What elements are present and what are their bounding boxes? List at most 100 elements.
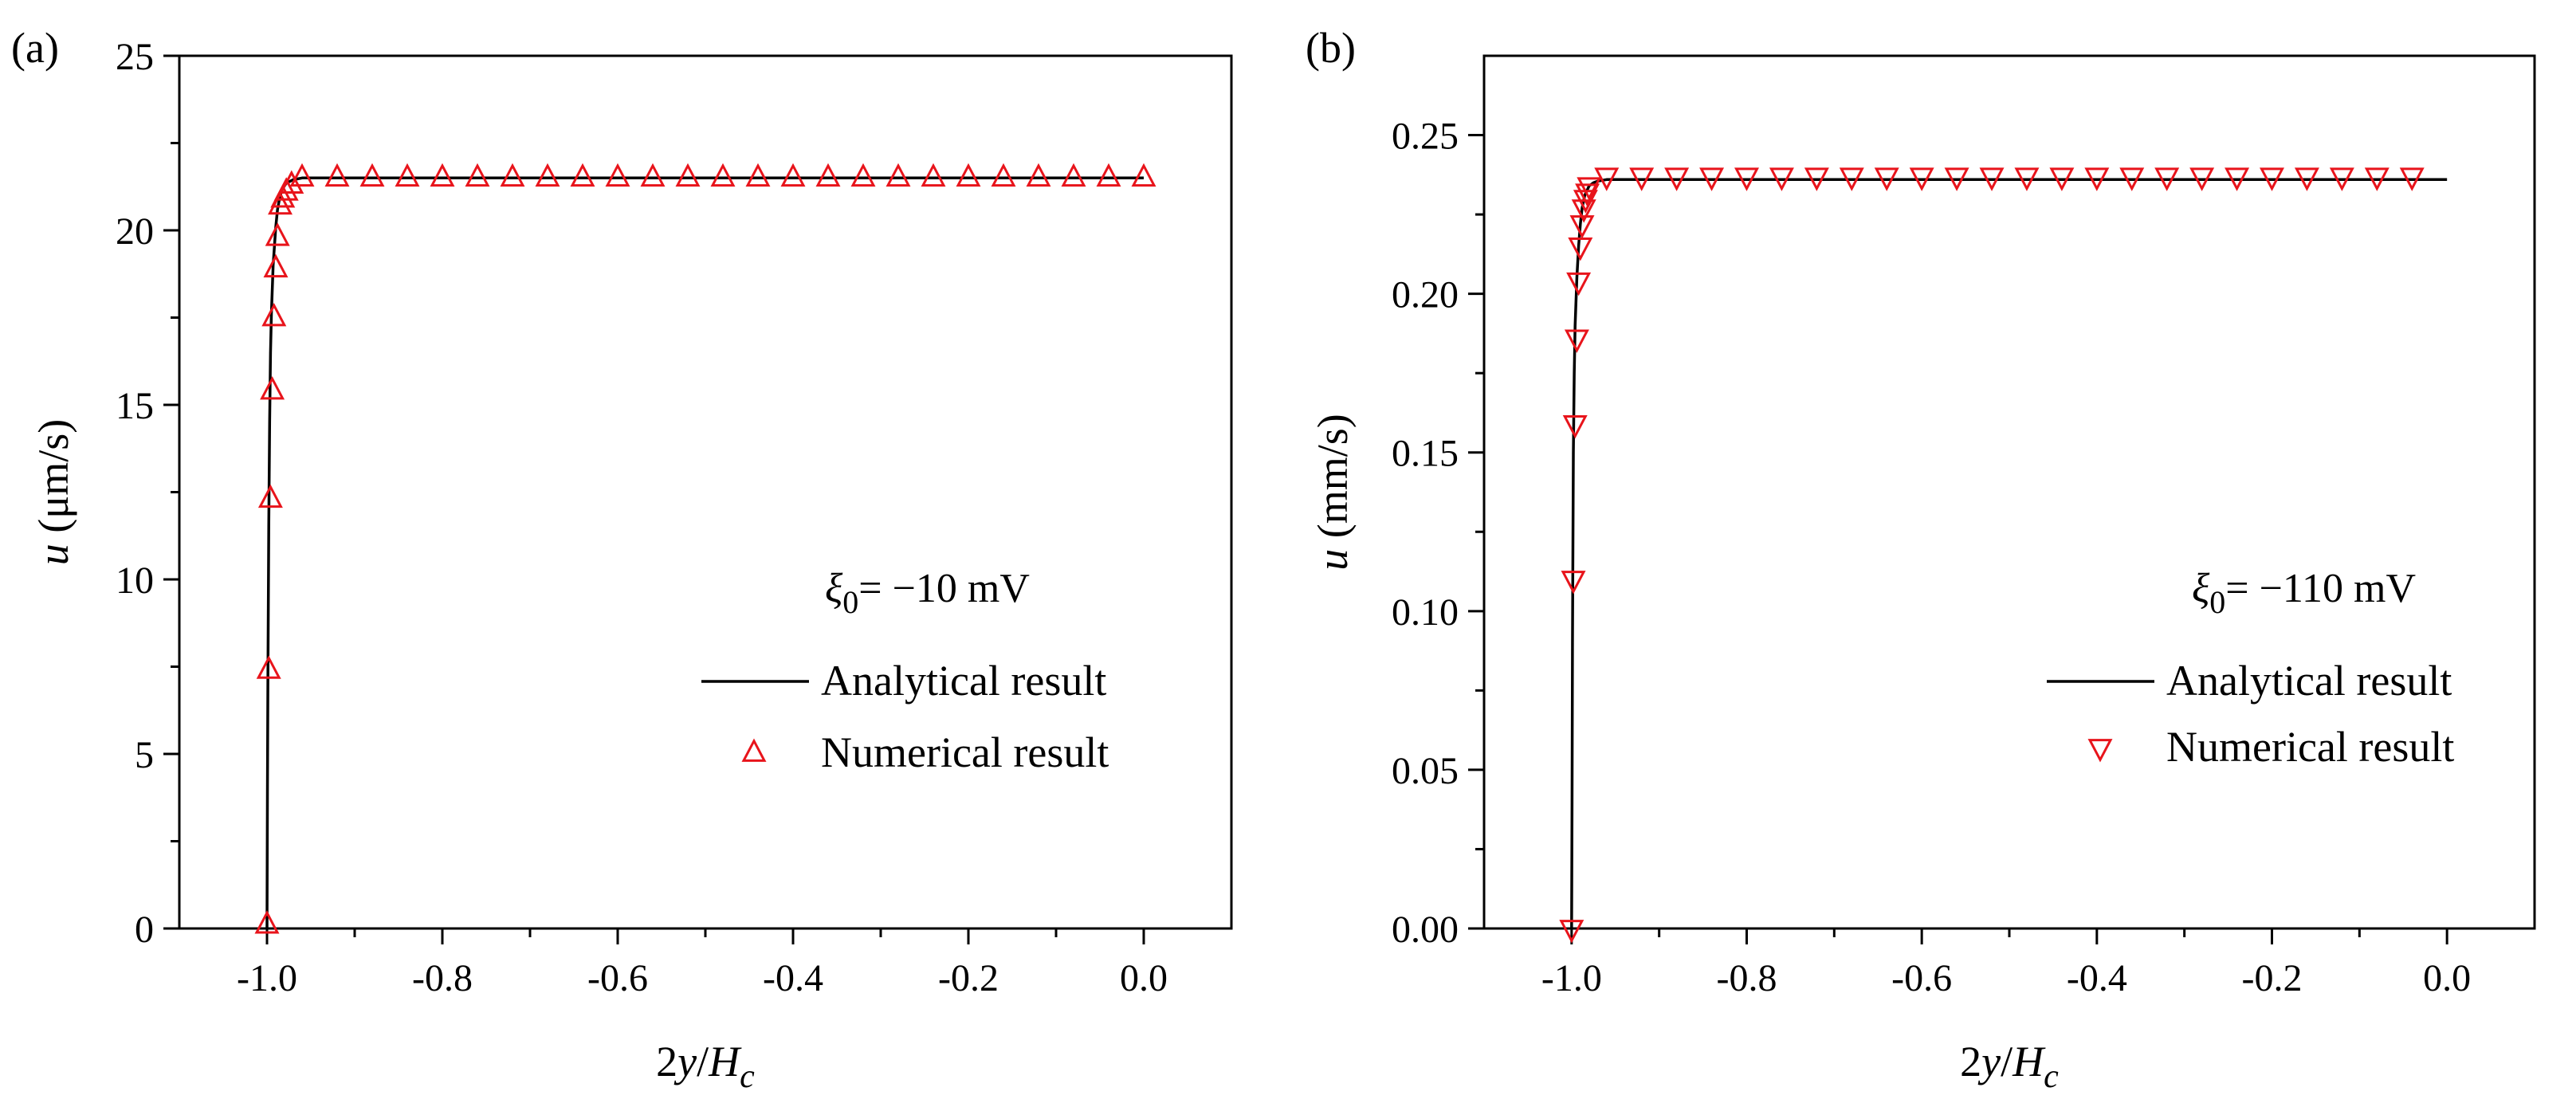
x-tick-label: -0.8 <box>412 957 473 999</box>
legend-label-analytical: Analytical result <box>2166 657 2452 705</box>
x-tick-label: -0.2 <box>938 957 999 999</box>
numerical-point <box>1839 167 1864 191</box>
numerical-point <box>430 163 455 187</box>
y-axis-title-unit: (μm/s) <box>29 419 77 544</box>
x-axis-title-part: y <box>673 1038 697 1085</box>
x-tick-label: -0.4 <box>763 957 823 999</box>
numerical-point <box>1571 199 1596 223</box>
x-tick-label: -1.0 <box>237 957 297 999</box>
y-tick-label: 15 <box>116 385 154 427</box>
x-tick-label: 0.0 <box>1120 957 1168 999</box>
y-axis-title-var: u <box>1309 549 1357 571</box>
legend-label-numerical: Numerical result <box>821 728 1109 776</box>
numerical-point <box>2189 167 2215 191</box>
y-tick-label: 0.15 <box>1392 433 1459 475</box>
numerical-point <box>1909 167 1934 191</box>
zeta-subscript: 0 <box>842 584 858 620</box>
numerical-point <box>395 163 420 187</box>
numerical-point <box>2154 167 2180 191</box>
numerical-point <box>1594 167 1620 191</box>
numerical-point <box>991 163 1016 187</box>
numerical-point <box>1061 163 1086 187</box>
y-tick-label: 0.20 <box>1392 274 1459 316</box>
numerical-point <box>263 253 289 278</box>
x-tick-label: -0.6 <box>1891 957 1952 999</box>
y-tick-label: 0 <box>135 909 154 951</box>
zeta-subscript: 0 <box>2209 584 2225 620</box>
numerical-point <box>2329 167 2354 191</box>
numerical-point <box>1575 183 1600 207</box>
analytical-line <box>1570 178 2448 929</box>
x-axis-title: 2y/Hc <box>656 1038 755 1095</box>
chart-panel-a: (a)-1.0 -0.8 -0.6 -0.4 -0.2 0.005101520252y/H… <box>11 24 1233 1095</box>
y-axis-title-var: u <box>29 544 77 565</box>
numerical-point <box>640 163 666 187</box>
numerical-point <box>1562 415 1588 439</box>
numerical-point <box>780 163 806 187</box>
numerical-point <box>1566 272 1592 296</box>
zeta-annotation: ξ0= −110 mV <box>2192 566 2416 620</box>
numerical-point <box>570 163 595 187</box>
numerical-point <box>2014 167 2040 191</box>
zeta-value: = −10 mV <box>858 566 1030 611</box>
x-tick-label: -0.2 <box>2242 957 2303 999</box>
numerical-point <box>2294 167 2319 191</box>
numerical-point <box>2049 167 2075 191</box>
x-tick-label: -0.6 <box>587 957 648 999</box>
y-tick-label: 5 <box>135 734 154 776</box>
numerical-point <box>289 163 315 187</box>
numerical-point <box>256 655 281 679</box>
numerical-point <box>1769 167 1794 191</box>
y-tick-label: 0.25 <box>1392 116 1459 158</box>
numerical-point <box>1096 163 1121 187</box>
numerical-point <box>359 163 385 187</box>
legend-marker-swatch <box>741 738 767 762</box>
numerical-point <box>2225 167 2250 191</box>
y-axis-title: u (μm/s) <box>29 419 77 565</box>
x-axis-title-part: 2 <box>656 1038 677 1085</box>
numerical-point <box>1699 167 1725 191</box>
x-axis-title-part: H <box>2012 1038 2046 1085</box>
legend: Analytical result Numerical result <box>701 657 1109 776</box>
chart-panel-b: (b) -1.0 -0.8 -0.6 -0.4 -0.2 0.0 0.00 0.05 0.10 0.… <box>1306 24 2536 1095</box>
legend-marker-swatch <box>2087 739 2113 763</box>
numerical-point <box>886 163 911 187</box>
numerical-point <box>279 170 304 194</box>
x-axis-title-sub: c <box>740 1058 755 1095</box>
y-tick-label: 0.00 <box>1392 909 1459 951</box>
legend-label-numerical: Numerical result <box>2166 723 2454 771</box>
zeta-symbol: ξ <box>2192 566 2210 611</box>
numerical-point <box>1979 167 2005 191</box>
panel-label: (a) <box>11 24 59 72</box>
numerical-point <box>500 163 525 187</box>
x-tick-label: -1.0 <box>1541 957 1602 999</box>
numerical-point <box>710 163 736 187</box>
x-axis-title: 2y/Hc <box>1960 1038 2059 1095</box>
numerical-point <box>1944 167 1969 191</box>
x-axis-title-part: / <box>2001 1038 2012 1085</box>
numerical-point <box>1734 167 1759 191</box>
y-tick-label: 10 <box>116 559 154 602</box>
numerical-point <box>2119 167 2145 191</box>
numerical-point <box>1131 163 1156 187</box>
x-axis-title-part: / <box>697 1038 709 1085</box>
numerical-point <box>850 163 876 187</box>
zeta-annotation: ξ0= −10 mV <box>825 566 1030 620</box>
y-tick-label: 0.05 <box>1392 750 1459 792</box>
numerical-point <box>1577 177 1602 201</box>
panel-label: (b) <box>1306 24 1356 72</box>
numerical-point <box>261 302 287 327</box>
legend: Analytical result Numerical result <box>2047 657 2454 771</box>
numerical-point <box>2260 167 2284 191</box>
numerical-point <box>1564 329 1589 353</box>
numerical-point <box>1664 167 1690 191</box>
numerical-point <box>254 910 280 934</box>
numerical-point <box>324 163 350 187</box>
numerical-point <box>956 163 981 187</box>
numerical-point <box>1559 920 1584 944</box>
x-axis-title-part: H <box>708 1038 742 1085</box>
numerical-point <box>535 163 560 187</box>
numerical-point <box>745 163 771 187</box>
numerical-point <box>1561 571 1586 595</box>
